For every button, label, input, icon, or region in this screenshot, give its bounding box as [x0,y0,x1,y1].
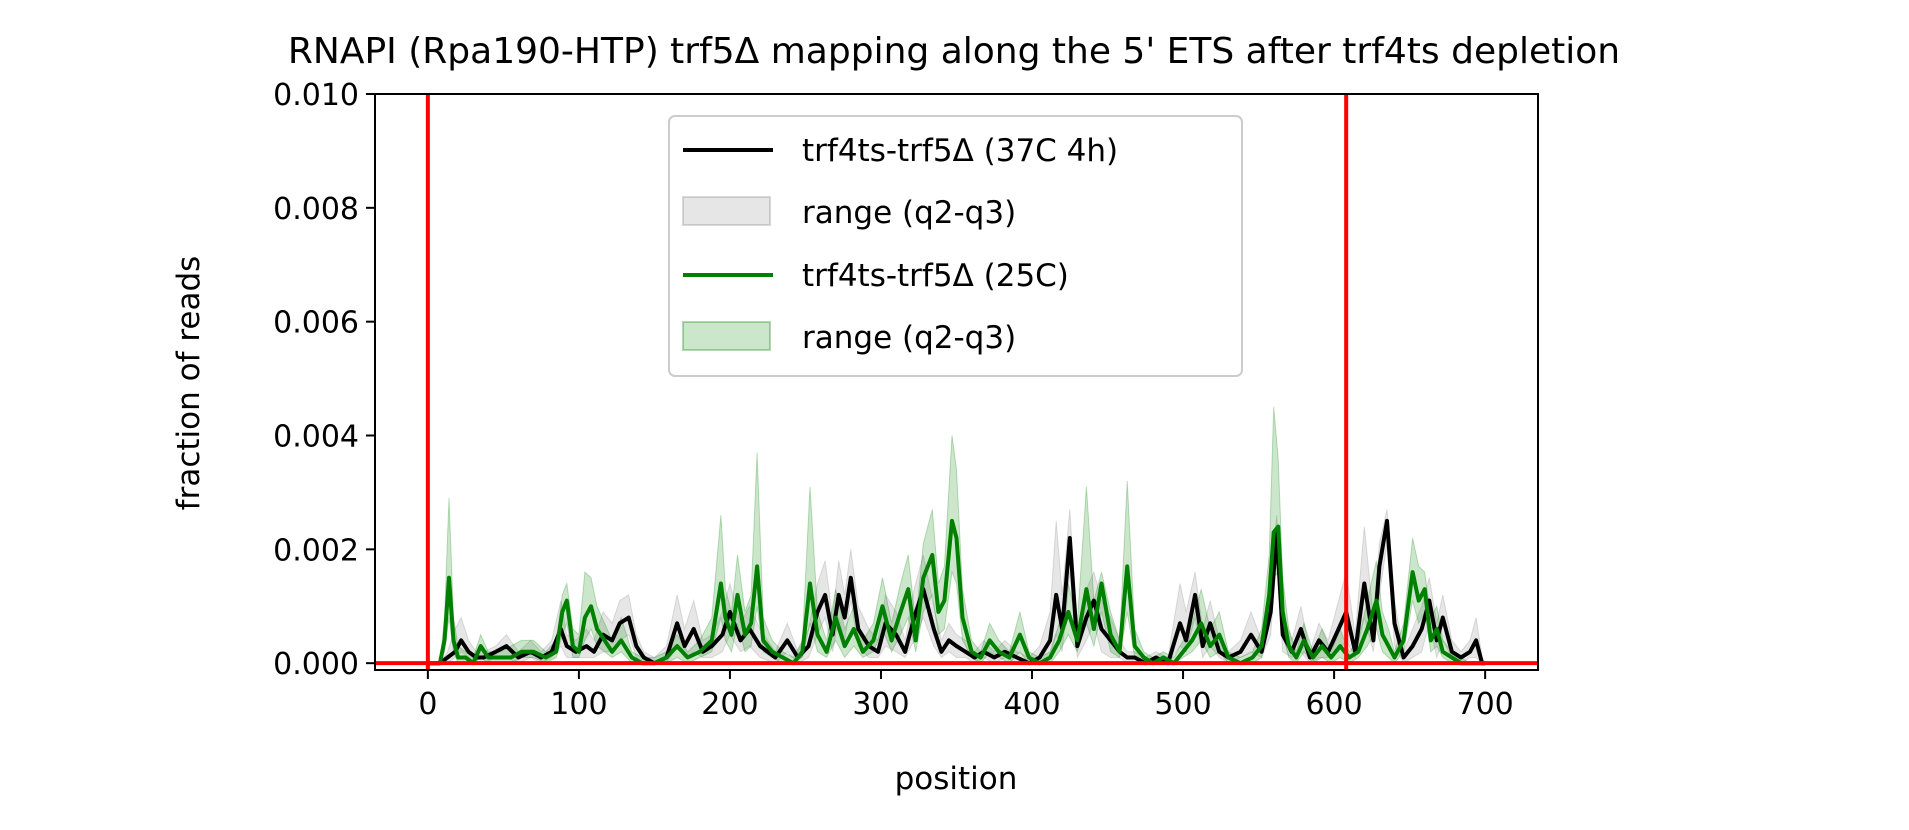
legend-label: trf4ts-trf5Δ (25C) [802,258,1069,294]
x-tick-label: 500 [1154,687,1211,722]
x-tick-label: 200 [701,687,758,722]
legend-swatch-band [682,196,771,226]
plot-area [374,93,1539,671]
y-axis: 0.000 0.002 0.004 0.006 0.008 0.010 [273,78,375,682]
x-tick-label: 400 [1003,687,1060,722]
legend: trf4ts-trf5Δ (37C 4h) range (q2-q3) trf4… [668,115,1243,377]
y-tick-label: 0.000 [273,647,359,682]
x-tick-label: 700 [1457,687,1514,722]
reference-lines [375,94,1538,670]
chart-title: RNAPI (Rpa190-HTP) trf5Δ mapping along t… [288,31,1620,72]
plot-frame [374,93,1539,671]
legend-entry: range (q2-q3) [682,195,1016,231]
y-tick-label: 0.006 [273,306,359,341]
legend-entry: trf4ts-trf5Δ (37C 4h) [683,133,1118,169]
y-tick-label: 0.010 [273,78,359,113]
x-tick-label: 0 [418,687,437,722]
y-tick-label: 0.002 [273,533,359,568]
legend-swatch-band [682,321,771,351]
x-tick-label: 300 [852,687,909,722]
series-line-0 [427,518,1486,666]
x-axis: 0 100 200 300 400 500 600 700 [418,670,1514,722]
legend-entry: range (q2-q3) [682,320,1016,356]
legend-entry: trf4ts-trf5Δ (25C) [683,258,1069,294]
y-tick-label: 0.008 [273,192,359,227]
x-tick-label: 100 [550,687,607,722]
legend-box [668,115,1243,377]
x-axis-label: position [895,761,1018,797]
y-axis-label: fraction of reads [171,256,207,511]
legend-label: range (q2-q3) [802,320,1016,356]
y-tick-label: 0.004 [273,420,359,455]
x-tick-label: 600 [1305,687,1362,722]
legend-label: trf4ts-trf5Δ (37C 4h) [802,133,1118,169]
lines-layer [427,518,1486,666]
series-line-2 [427,518,1486,666]
legend-label: range (q2-q3) [802,195,1016,231]
